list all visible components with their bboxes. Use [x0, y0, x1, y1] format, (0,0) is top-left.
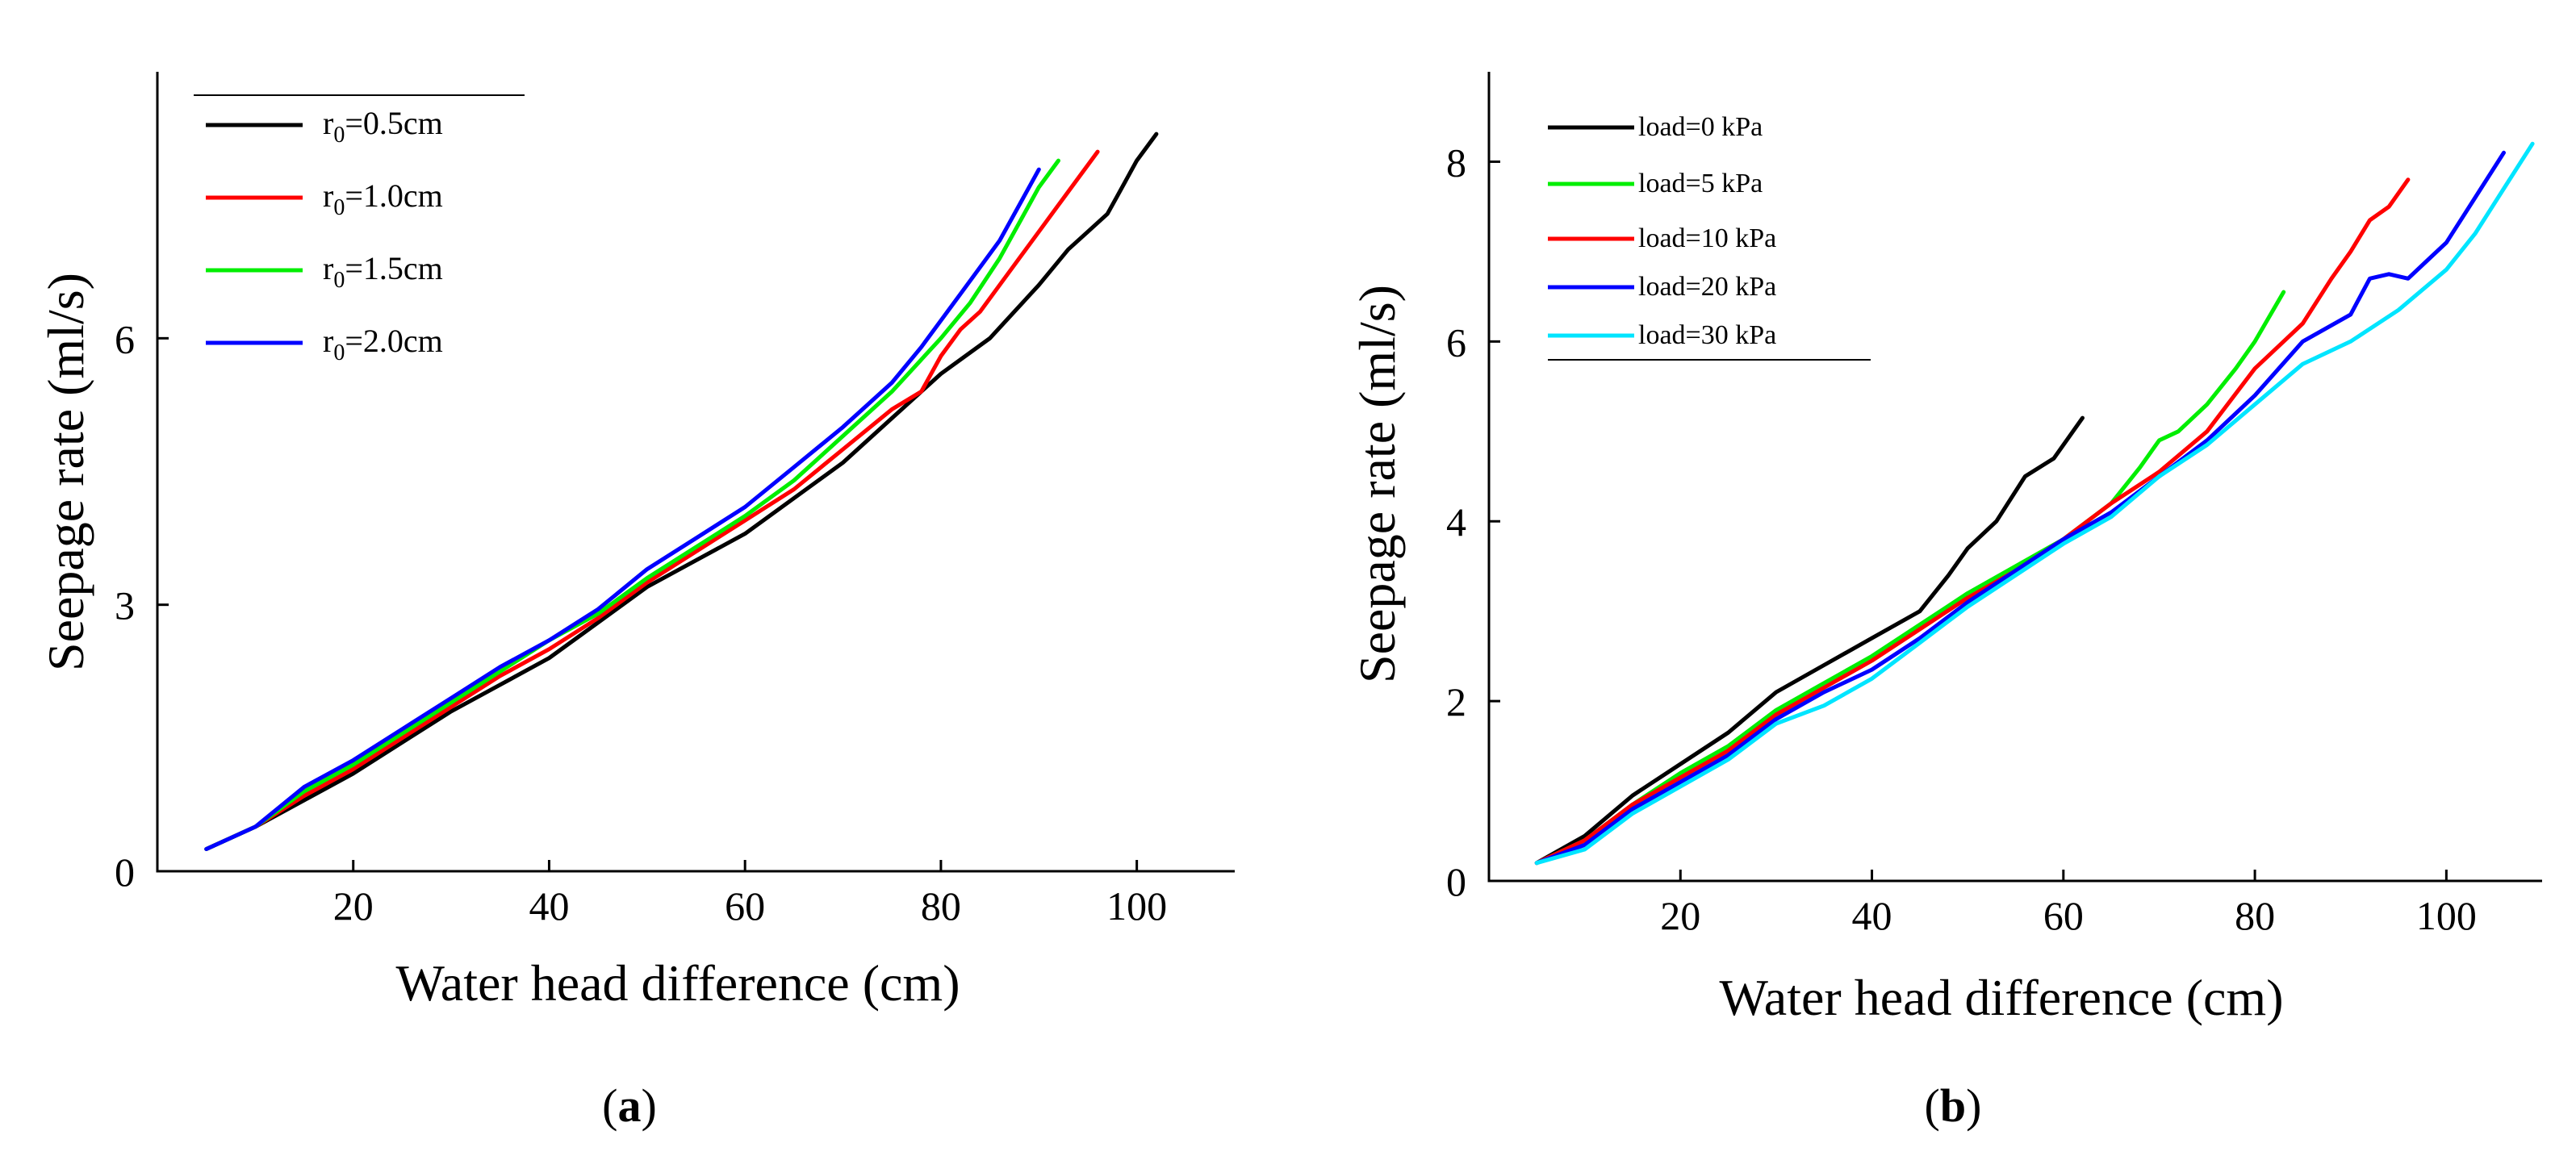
chart-a-ytick-label-1: 3: [115, 583, 135, 628]
legend-b-entry-3: load=20 kPa: [1548, 272, 1776, 302]
caption-b-letter: b: [1940, 1079, 1966, 1132]
chart-b-ylabel: Seepage rate (ml/s): [1349, 285, 1406, 683]
legend-a-label-2-main: r: [323, 250, 333, 286]
chart-a-ticks: 20 40 60 80 100 0 3 6: [115, 316, 1167, 929]
chart-b-xtick-label-3: 80: [2235, 893, 2275, 938]
legend-b-entry-2: load=10 kPa: [1548, 223, 1776, 253]
chart-a-series: [204, 131, 1159, 851]
legend-b-label-2: load=10 kPa: [1638, 223, 1776, 253]
legend-b-entry-1: load=5 kPa: [1548, 169, 1763, 198]
chart-b-series-4: [1534, 141, 2535, 866]
svg-text:r0=0.5cm: r0=0.5cm: [323, 105, 443, 148]
legend-a-label-1-rest: =1.0cm: [345, 177, 442, 214]
chart-b-legend: load=0 kPa load=5 kPa load=10 kPa load=2…: [1548, 112, 1871, 361]
chart-b-series: [1534, 141, 2535, 866]
caption-a: (a): [602, 1079, 657, 1132]
legend-b-label-1: load=5 kPa: [1638, 169, 1763, 198]
legend-a-label-3-main: r: [323, 323, 333, 359]
legend-a-label-3-rest: =2.0cm: [345, 323, 442, 359]
chart-a-xtick-label-0: 20: [333, 883, 374, 929]
chart-a-ytick-label-2: 6: [115, 316, 135, 361]
chart-a: 20 40 60 80 100 0 3 6 Water head difference (cm…: [37, 72, 1235, 1132]
legend-a-entry-0: r0=0.5cm: [206, 105, 443, 148]
chart-a-ylabel: Seepage rate (ml/s): [37, 273, 94, 671]
chart-b-series-1: [1534, 290, 2286, 866]
chart-a-legend: r0=0.5cm r0=1.0cm r0=1.5cm r0=2.0cm: [194, 94, 525, 365]
chart-a-xlabel: Water head difference (cm): [396, 954, 960, 1012]
chart-a-xtick-label-4: 100: [1106, 883, 1167, 929]
chart-b-xlabel: Water head difference (cm): [1720, 969, 2284, 1026]
legend-a-entry-1: r0=1.0cm: [206, 177, 443, 220]
chart-b-series-3: [1534, 150, 2506, 866]
legend-a-label-2-rest: =1.5cm: [345, 250, 442, 286]
chart-a-series-0: [204, 131, 1159, 851]
chart-b-xtick-label-0: 20: [1660, 893, 1700, 938]
legend-b-label-3: load=20 kPa: [1638, 272, 1776, 302]
caption-b: (b): [1925, 1079, 1982, 1132]
svg-text:r0=1.5cm: r0=1.5cm: [323, 250, 443, 293]
chart-a-ytick-label-0: 0: [115, 849, 135, 895]
legend-a-entry-2: r0=1.5cm: [206, 250, 443, 293]
chart-a-series-2: [204, 158, 1060, 851]
legend-a-entry-3: r0=2.0cm: [206, 323, 443, 365]
legend-b-label-0: load=0 kPa: [1638, 112, 1763, 142]
legend-a-label-0-rest: =0.5cm: [345, 105, 442, 141]
chart-b-ytick-label-4: 8: [1446, 140, 1466, 185]
chart-b-ytick-label-1: 2: [1446, 679, 1466, 724]
chart-b-ytick-label-0: 0: [1446, 859, 1466, 904]
chart-b-xtick-label-1: 40: [1852, 893, 1892, 938]
legend-b-label-4: load=30 kPa: [1638, 320, 1776, 350]
caption-a-letter: a: [618, 1079, 642, 1132]
chart-b-xtick-label-2: 60: [2043, 893, 2084, 938]
legend-b-entry-0: load=0 kPa: [1548, 112, 1763, 142]
chart-a-series-3: [204, 167, 1041, 851]
chart-a-series-1: [204, 149, 1100, 851]
chart-a-xtick-label-1: 40: [529, 883, 569, 929]
chart-b-ticks: 20 40 60 80 100 0 2 4 6 8: [1446, 140, 2477, 938]
legend-a-label-1-main: r: [323, 177, 333, 214]
chart-a-axes: [156, 72, 1235, 873]
chart-a-xtick-label-2: 60: [725, 883, 765, 929]
legend-a-label-2-sub: 0: [333, 268, 345, 293]
legend-a-label-0-main: r: [323, 105, 333, 141]
legend-a-label-3-sub: 0: [333, 340, 345, 365]
legend-a-label-0-sub: 0: [333, 123, 345, 148]
chart-a-xtick-label-3: 80: [921, 883, 961, 929]
legend-b-entry-4: load=30 kPa: [1548, 320, 1776, 350]
chart-b-ytick-label-2: 4: [1446, 499, 1466, 545]
chart-b-xtick-label-4: 100: [2416, 893, 2477, 938]
legend-a-label-1-sub: 0: [333, 195, 345, 220]
svg-text:r0=1.0cm: r0=1.0cm: [323, 177, 443, 220]
chart-b-series-0: [1534, 415, 2085, 866]
chart-b-ytick-label-3: 6: [1446, 319, 1466, 365]
chart-b: 20 40 60 80 100 0 2 4 6 8 Water head difference (…: [1349, 72, 2542, 1132]
svg-text:r0=2.0cm: r0=2.0cm: [323, 323, 443, 365]
